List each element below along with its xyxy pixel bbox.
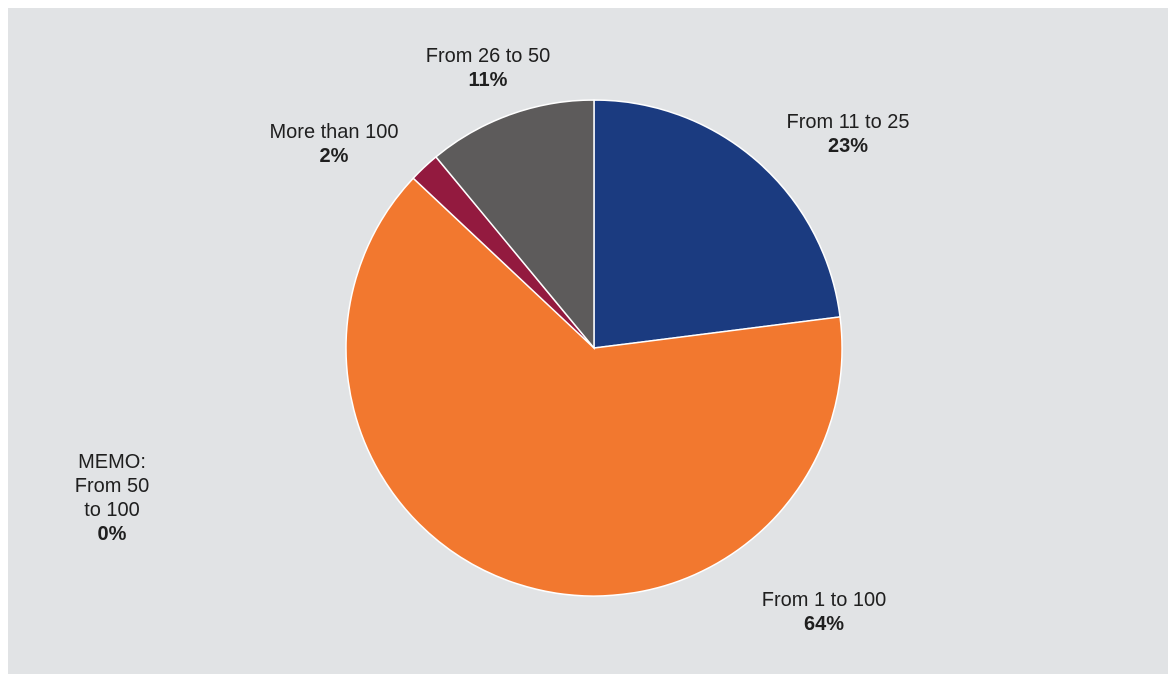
pie-slice-1 [345, 177, 843, 597]
slice-percent-2: 0% [98, 523, 127, 545]
slice-label-2: MEMO: From 50 to 100 0% [75, 451, 149, 545]
slice-label-4: From 26 to 50 11% [426, 45, 551, 91]
pie-slice-4 [434, 99, 595, 351]
slice-label-1: From 1 to 100 64% [762, 589, 887, 635]
slice-percent-0: 23% [828, 135, 868, 157]
slice-label-3: More than 100 2% [270, 121, 399, 167]
slice-percent-4: 11% [469, 69, 508, 91]
pie-slice-0 [593, 99, 841, 349]
slice-percent-3: 2% [320, 145, 349, 167]
slice-label-0: From 11 to 25 23% [786, 111, 909, 157]
slice-percent-1: 64% [804, 613, 844, 635]
